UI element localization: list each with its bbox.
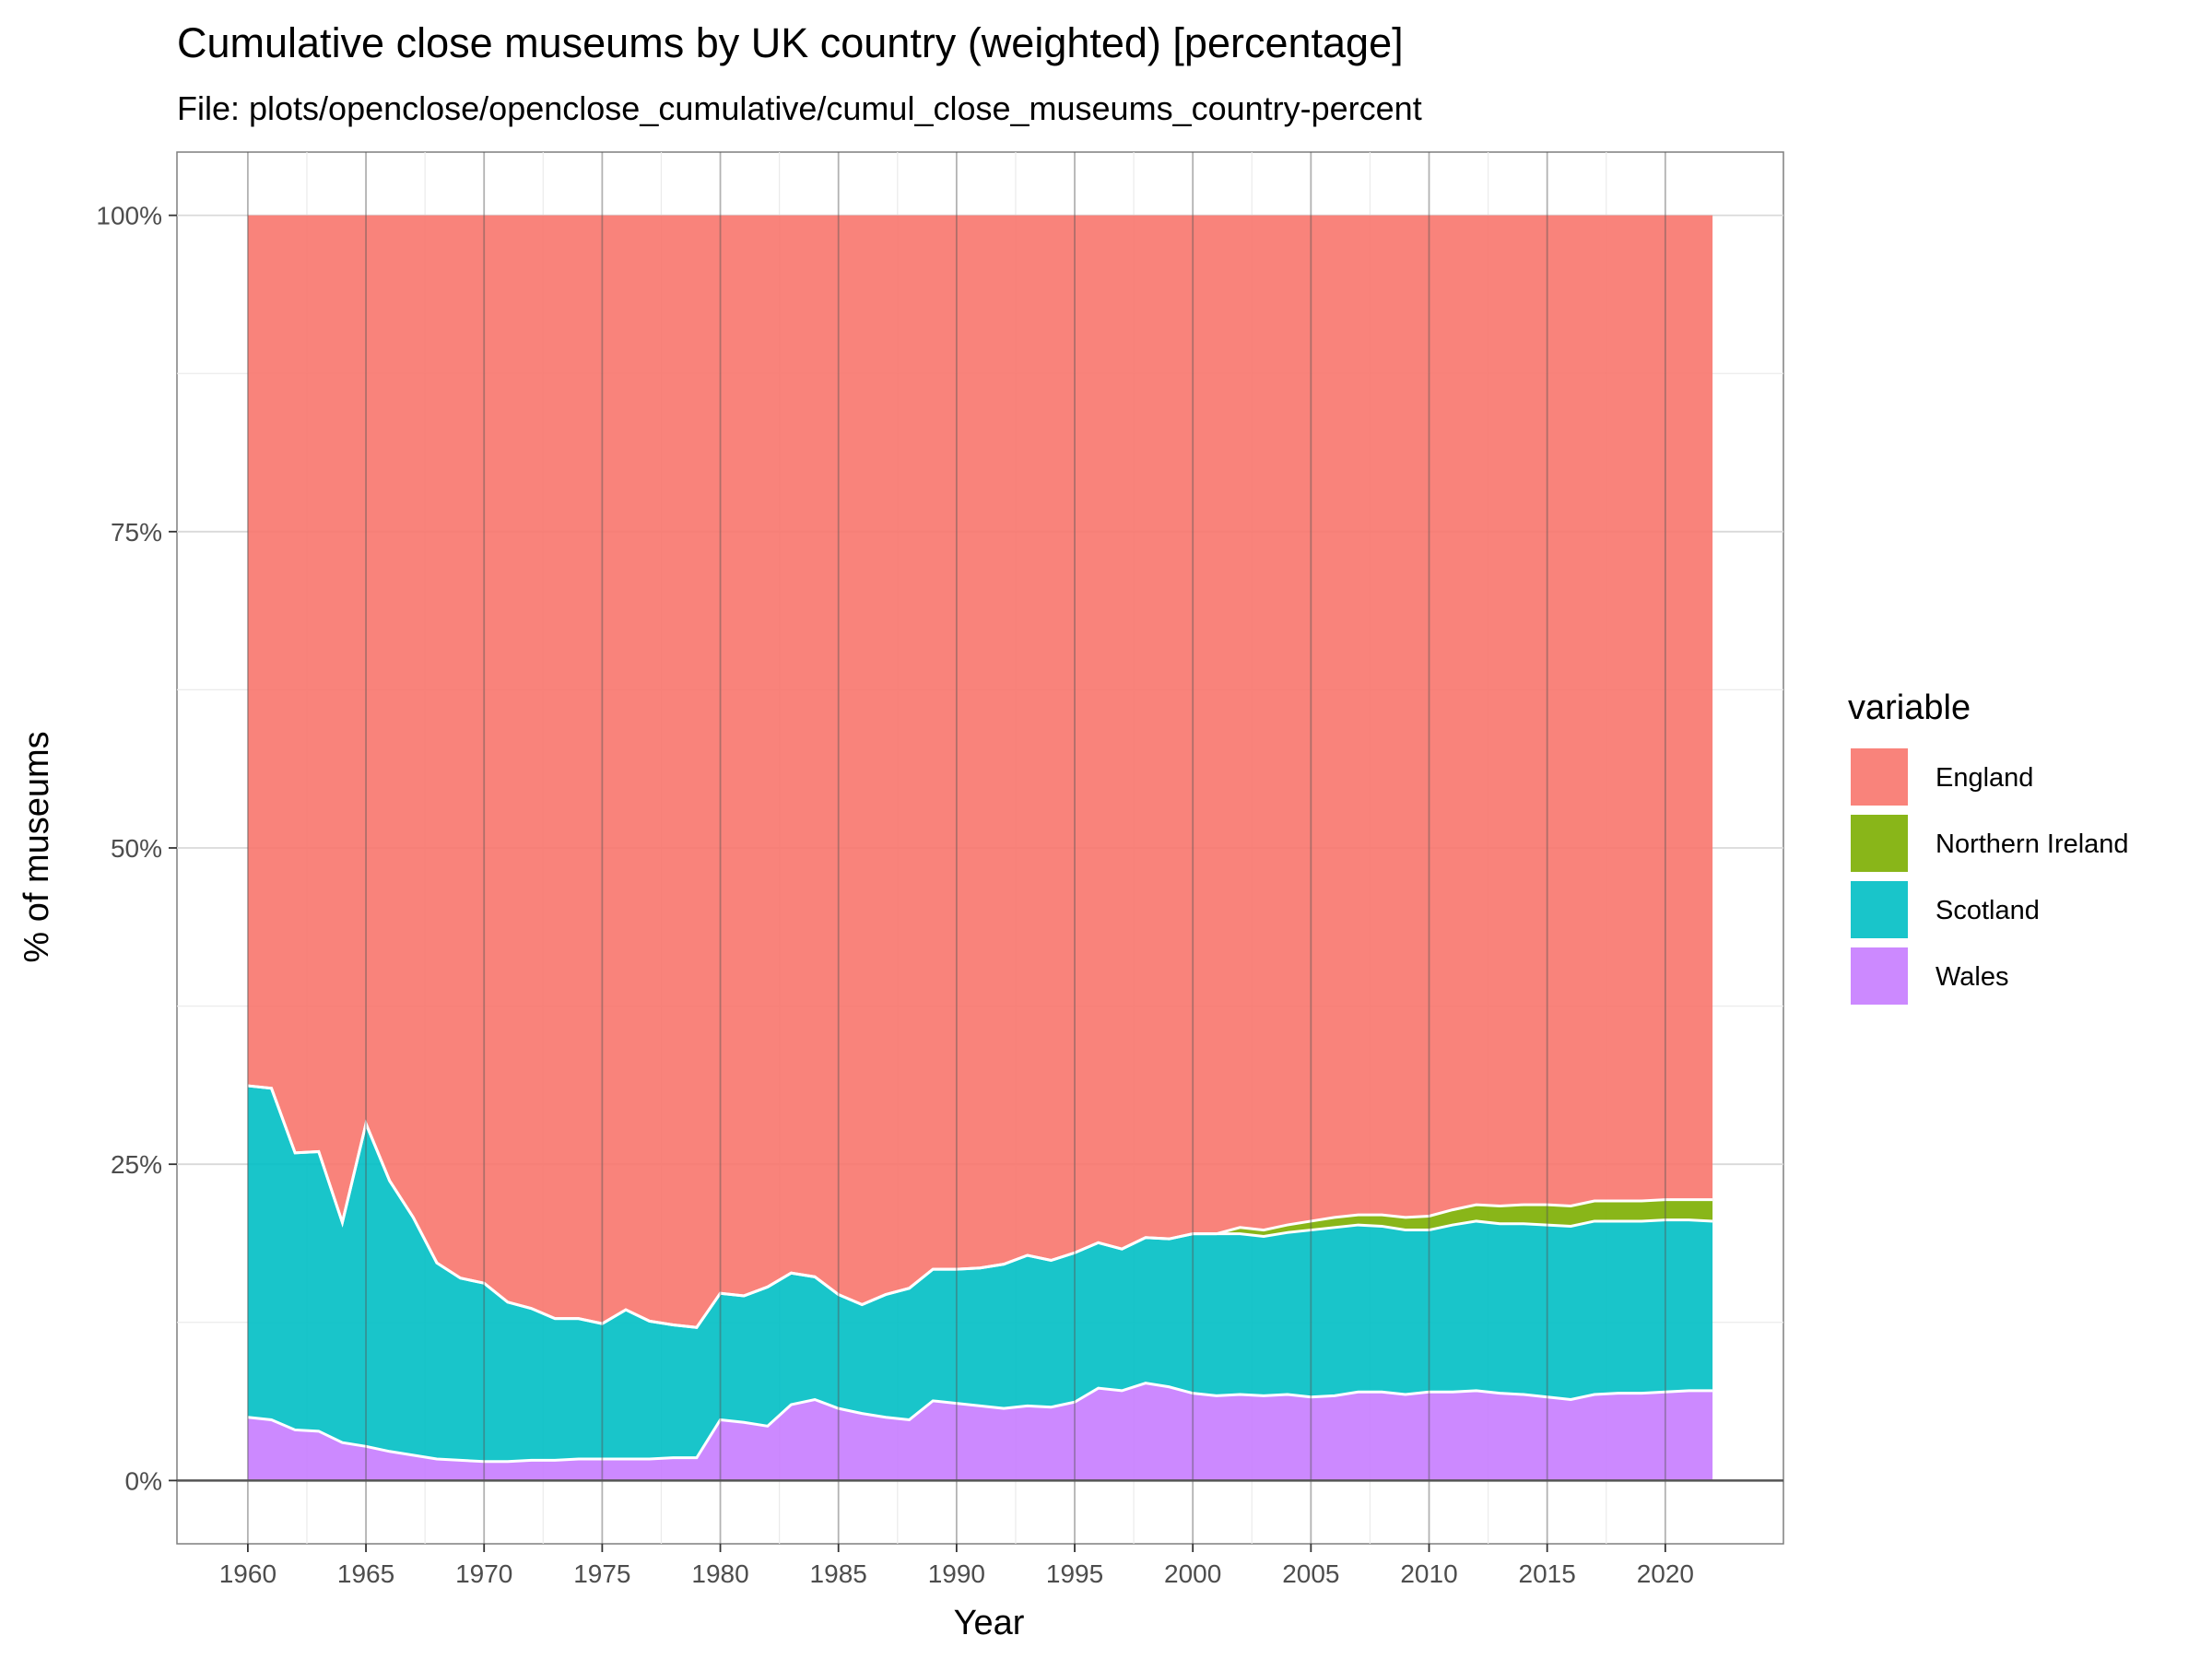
x-tick-label: 1985: [810, 1559, 867, 1588]
legend: variable England Northern Ireland Scotland…: [1848, 688, 2129, 1005]
boundary-northern-ireland: [247, 1084, 1713, 1329]
x-tick-label: 2000: [1164, 1559, 1221, 1588]
legend-label-northern-ireland: Northern Ireland: [1936, 830, 2129, 859]
y-axis-title: % of museums: [18, 731, 56, 962]
area-england: [247, 215, 1713, 1328]
chart-title: Cumulative close museums by UK country (…: [177, 19, 1404, 66]
stacked-areas: [247, 215, 1713, 1481]
area-wales: [247, 1382, 1713, 1481]
y-tick-label: 75%: [111, 518, 162, 547]
x-tick-label: 2015: [1519, 1559, 1576, 1588]
x-tick-label: 1970: [455, 1559, 512, 1588]
x-tick-label: 2005: [1282, 1559, 1339, 1588]
x-tick-label: 1960: [219, 1559, 276, 1588]
legend-label-scotland: Scotland: [1936, 896, 2040, 925]
x-tick-label: 1975: [573, 1559, 630, 1588]
legend-label-wales: Wales: [1936, 962, 2009, 992]
y-tick-label: 100%: [96, 202, 162, 230]
legend-key-northern-ireland: [1851, 815, 1908, 872]
x-tick-label: 2020: [1637, 1559, 1694, 1588]
legend-key-england: [1851, 748, 1908, 806]
x-axis-title: Year: [954, 1604, 1025, 1642]
chart-subtitle: File: plots/openclose/openclose_cumulati…: [177, 89, 1422, 127]
y-tick-label: 0%: [125, 1466, 162, 1495]
y-tick-label: 50%: [111, 834, 162, 863]
legend-key-wales: [1851, 947, 1908, 1005]
legend-label-england: England: [1936, 763, 2033, 793]
x-tick-label: 1995: [1046, 1559, 1103, 1588]
x-tick-label: 2010: [1400, 1559, 1457, 1588]
area-scotland: [247, 1086, 1713, 1462]
x-tick-label: 1990: [928, 1559, 985, 1588]
y-tick-label: 25%: [111, 1150, 162, 1179]
major-gridlines: [177, 152, 1783, 1544]
legend-key-scotland: [1851, 881, 1908, 938]
boundary-wales: [247, 1382, 1713, 1464]
x-tick-label: 1965: [337, 1559, 394, 1588]
x-tick-label: 1980: [691, 1559, 748, 1588]
legend-title: variable: [1848, 688, 1971, 727]
y-axis-ticks: 0% 25% 50% 75% 100%: [96, 202, 177, 1495]
x-axis-ticks: 1960 1965 1970 1975 1980 1985 1990 1995 2000 2005…: [219, 1544, 1694, 1588]
